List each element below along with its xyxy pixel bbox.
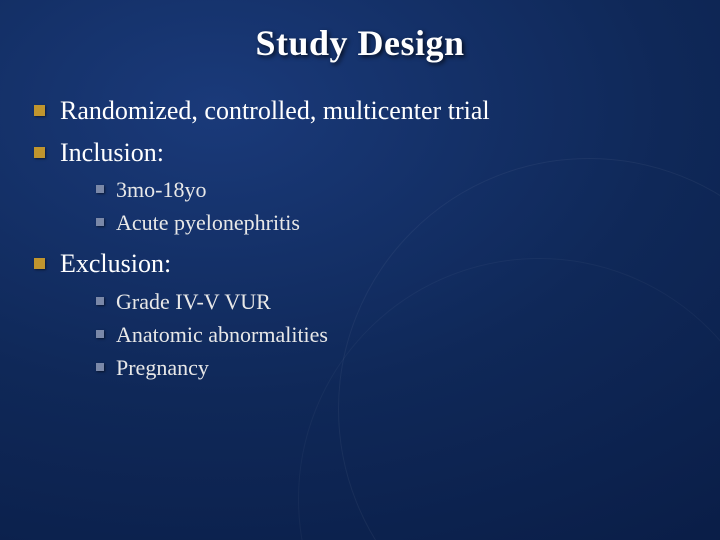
list-item-label: Inclusion: (60, 138, 164, 167)
list-item-label: Acute pyelonephritis (116, 210, 300, 235)
list-item-label: Exclusion: (60, 249, 171, 278)
list-item-label: Pregnancy (116, 355, 209, 380)
slide-title: Study Design (0, 0, 720, 64)
list-item: Exclusion: Grade IV-V VUR Anatomic abnor… (30, 245, 690, 384)
list-item: Pregnancy (94, 351, 690, 384)
list-item-label: 3mo-18yo (116, 177, 206, 202)
bullet-list-lvl2: 3mo-18yo Acute pyelonephritis (60, 173, 690, 239)
list-item: Randomized, controlled, multicenter tria… (30, 92, 690, 130)
list-item: Anatomic abnormalities (94, 318, 690, 351)
list-item-label: Grade IV-V VUR (116, 289, 271, 314)
slide: Study Design Randomized, controlled, mul… (0, 0, 720, 540)
list-item: Inclusion: 3mo-18yo Acute pyelonephritis (30, 134, 690, 240)
bullet-list-lvl1: Randomized, controlled, multicenter tria… (30, 92, 690, 384)
list-item-label: Anatomic abnormalities (116, 322, 328, 347)
bullet-list-lvl2: Grade IV-V VUR Anatomic abnormalities Pr… (60, 285, 690, 384)
list-item-label: Randomized, controlled, multicenter tria… (60, 96, 490, 125)
list-item: 3mo-18yo (94, 173, 690, 206)
slide-body: Randomized, controlled, multicenter tria… (0, 64, 720, 384)
list-item: Grade IV-V VUR (94, 285, 690, 318)
list-item: Acute pyelonephritis (94, 206, 690, 239)
